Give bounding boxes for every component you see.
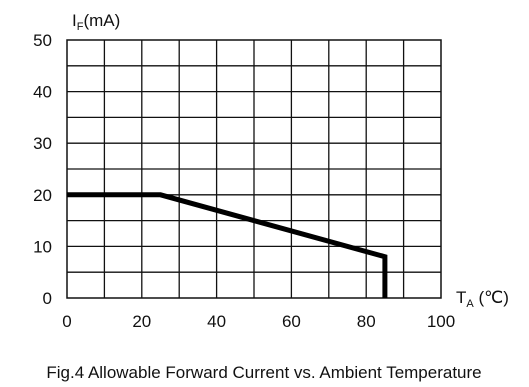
x-tick-label: 40 [207, 312, 226, 331]
x-axis-label: TA (℃) [456, 288, 509, 310]
x-tick-label: 80 [357, 312, 376, 331]
x-tick-label: 0 [62, 312, 71, 331]
y-tick-label: 50 [33, 31, 52, 50]
tick-labels: 0 20 40 60 80 100 0 10 20 30 40 50 [33, 31, 455, 331]
x-tick-label: 100 [427, 312, 455, 331]
y-axis-label: IF(mA) [72, 11, 120, 33]
x-tick-label: 20 [132, 312, 151, 331]
y-tick-label: 10 [33, 237, 52, 256]
y-tick-label: 40 [33, 83, 52, 102]
y-tick-label: 0 [43, 289, 52, 308]
figure-caption: Fig.4 Allowable Forward Current vs. Ambi… [46, 363, 481, 382]
y-tick-label: 30 [33, 134, 52, 153]
series-layer [67, 192, 388, 298]
y-tick-label: 20 [33, 186, 52, 205]
x-tick-label: 60 [282, 312, 301, 331]
series-line [67, 192, 388, 298]
